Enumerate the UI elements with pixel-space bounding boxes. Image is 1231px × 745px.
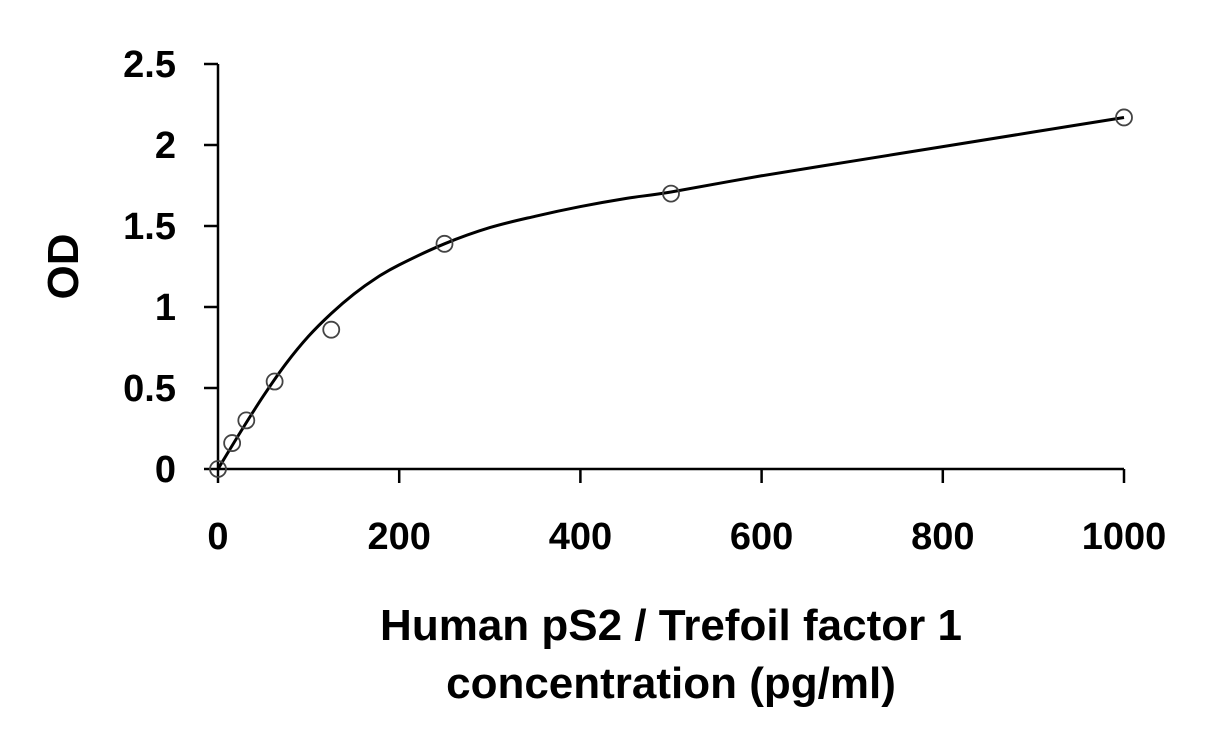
y-axis-title: OD [39, 234, 88, 300]
data-point [209, 460, 227, 478]
data-point [237, 411, 256, 430]
y-tick-label: 2.5 [123, 44, 176, 86]
x-tick-label: 800 [911, 516, 974, 558]
data-point [322, 320, 341, 339]
axes [216, 64, 1124, 471]
tick-marks [204, 62, 1126, 483]
x-tick-label: 0 [207, 516, 228, 558]
data-point [662, 184, 680, 203]
x-tick-label: 600 [730, 516, 793, 558]
y-tick-label: 0.5 [123, 368, 176, 410]
y-tick-label: 2 [155, 125, 176, 167]
y-tick-label: 1.5 [123, 206, 176, 248]
y-tick-label: 0 [155, 449, 176, 491]
data-point [1115, 108, 1133, 127]
x-tick-label: 1000 [1082, 516, 1167, 558]
data-points [209, 108, 1133, 478]
data-point [435, 234, 454, 253]
x-tick-label: 400 [549, 516, 612, 558]
x-tick-label: 200 [367, 516, 430, 558]
x-axis-title-line-1: Human pS2 / Trefoil factor 1 [380, 601, 962, 650]
y-tick-label: 1 [155, 287, 176, 329]
data-point [265, 372, 284, 391]
fit-curve-line [216, 115, 1125, 470]
x-axis-title-line-2: concentration (pg/ml) [446, 659, 896, 708]
data-point [223, 434, 242, 452]
tick-labels: 0 0.5 1 1.5 2 2.5 0 200 400 600 800 1000 [123, 44, 1166, 558]
